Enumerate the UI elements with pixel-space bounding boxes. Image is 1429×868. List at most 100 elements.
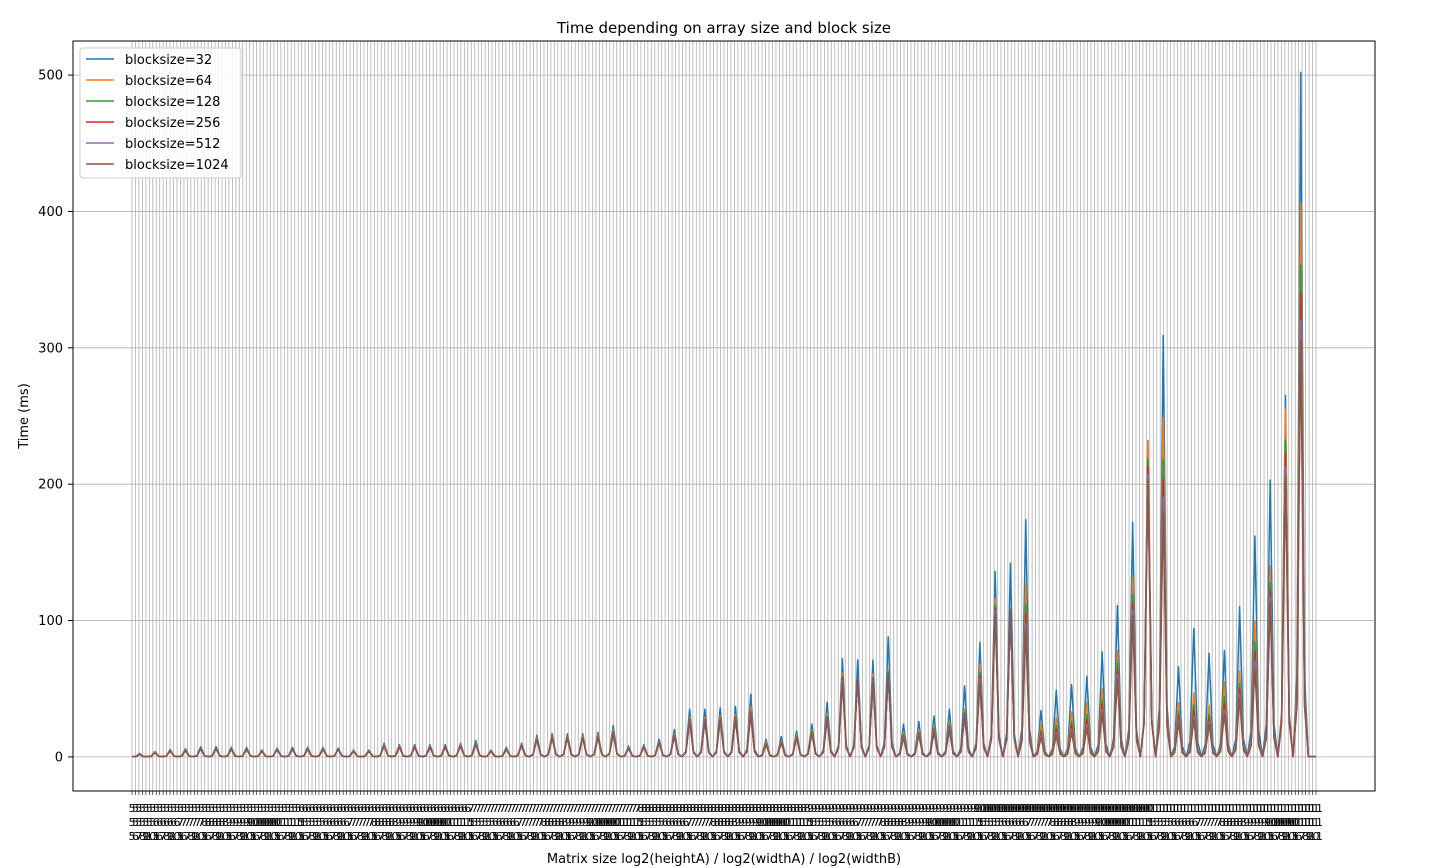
x-tick-label: 5 <box>215 802 222 815</box>
x-tick-label: 10 <box>1306 830 1320 843</box>
x-tick-label: 11 <box>630 816 644 829</box>
x-tick-label: 10 <box>1108 816 1122 829</box>
y-tick-label: 200 <box>38 478 63 493</box>
x-tick-label: 7 <box>516 816 523 829</box>
x-tick-label: 5 <box>132 816 139 829</box>
x-tick-label: 5 <box>281 802 288 815</box>
x-tick-label: 6 <box>883 830 890 843</box>
x-tick-label: 11 <box>1288 816 1302 829</box>
x-tick-label: 11 <box>315 830 329 843</box>
x-tick-label: 5 <box>1074 830 1081 843</box>
x-tick-label: 6 <box>450 802 457 815</box>
x-tick-label: 9 <box>603 830 610 843</box>
x-tick-label: 7 <box>620 802 627 815</box>
x-tick-label: 8 <box>793 830 800 843</box>
x-tick-label: 6 <box>423 802 430 815</box>
x-tick-label: 9 <box>1077 816 1084 829</box>
x-tick-label: 5 <box>253 802 260 815</box>
x-tick-label: 6 <box>229 830 236 843</box>
x-tick-label: 11 <box>655 830 669 843</box>
x-tick-label: 7 <box>1216 816 1223 829</box>
x-tick-label: 5 <box>952 830 959 843</box>
x-tick-label: 10 <box>1129 802 1143 815</box>
x-tick-label: 6 <box>340 802 347 815</box>
x-tick-label: 7 <box>547 830 554 843</box>
x-tick-label: 7 <box>232 830 239 843</box>
x-tick-label: 7 <box>534 802 541 815</box>
x-tick-label: 9 <box>1233 830 1240 843</box>
x-tick-label: 10 <box>1087 830 1101 843</box>
x-tick-label: 7 <box>911 830 918 843</box>
x-tick-label: 6 <box>1184 816 1191 829</box>
x-tick-label: 9 <box>755 816 762 829</box>
x-tick-label: 8 <box>793 802 800 815</box>
x-tick-label: 10 <box>1139 802 1153 815</box>
x-tick-label: 7 <box>1032 830 1039 843</box>
x-tick-label: 11 <box>1164 830 1178 843</box>
x-tick-label: 11 <box>783 816 797 829</box>
x-tick-label: 6 <box>302 802 309 815</box>
x-tick-label: 11 <box>281 816 295 829</box>
x-tick-label: 10 <box>1122 802 1136 815</box>
x-tick-label: 8 <box>890 816 897 829</box>
x-tick-label: 8 <box>1229 830 1236 843</box>
x-tick-label: 7 <box>1039 816 1046 829</box>
x-tick-label: 7 <box>873 816 880 829</box>
x-tick-label: 6 <box>433 802 440 815</box>
x-tick-label: 10 <box>1039 830 1053 843</box>
x-tick-label: 10 <box>939 816 953 829</box>
x-tick-label: 5 <box>260 802 267 815</box>
x-tick-label: 6 <box>835 816 842 829</box>
x-tick-label: 8 <box>454 830 461 843</box>
x-tick-label: 8 <box>672 802 679 815</box>
x-tick-label: 9 <box>907 816 914 829</box>
x-tick-label: 11 <box>454 816 468 829</box>
x-tick-label: 6 <box>1198 830 1205 843</box>
x-tick-label: 9 <box>1084 816 1091 829</box>
x-tick-label: 9 <box>554 830 561 843</box>
x-tick-label: 8 <box>804 802 811 815</box>
x-tick-label: 9 <box>1264 816 1271 829</box>
x-tick-label: 5 <box>305 816 312 829</box>
x-tick-label: 6 <box>495 816 502 829</box>
x-tick-label: 6 <box>371 802 378 815</box>
x-tick-label: 8 <box>665 802 672 815</box>
x-tick-label: 6 <box>454 802 461 815</box>
x-tick-label: 11 <box>1139 830 1153 843</box>
x-tick-label: 8 <box>679 802 686 815</box>
x-tick-label: 5 <box>184 802 191 815</box>
x-tick-label: 11 <box>267 830 281 843</box>
x-tick-label: 7 <box>572 802 579 815</box>
x-tick-label: 8 <box>717 802 724 815</box>
x-tick-label: 9 <box>1160 830 1167 843</box>
x-tick-label: 11 <box>291 830 305 843</box>
x-tick-label: 5 <box>198 802 205 815</box>
x-tick-label: 5 <box>489 816 496 829</box>
x-tick-label: 9 <box>239 816 246 829</box>
x-tick-label: 11 <box>1219 802 1233 815</box>
x-tick-label: 8 <box>842 830 849 843</box>
x-tick-label: 5 <box>156 802 163 815</box>
x-tick-label: 7 <box>554 802 561 815</box>
x-tick-label: 5 <box>239 802 246 815</box>
x-tick-label: 9 <box>1306 830 1313 843</box>
x-tick-label: 10 <box>239 830 253 843</box>
x-tick-label: 5 <box>1146 830 1153 843</box>
x-tick-label: 6 <box>305 802 312 815</box>
x-tick-label: 9 <box>942 802 949 815</box>
x-tick-label: 7 <box>814 830 821 843</box>
x-tick-label: 11 <box>620 816 634 829</box>
x-tick-label: 10 <box>651 830 665 843</box>
x-tick-label: 7 <box>499 802 506 815</box>
x-tick-label: 11 <box>1184 802 1198 815</box>
x-tick-label: 6 <box>907 830 914 843</box>
x-tick-label: 5 <box>284 802 291 815</box>
x-tick-label: 8 <box>1278 830 1285 843</box>
x-tick-label: 7 <box>509 802 516 815</box>
x-tick-label: 11 <box>627 816 641 829</box>
x-tick-label: 7 <box>547 802 554 815</box>
x-tick-label: 11 <box>949 816 963 829</box>
x-tick-label: 7 <box>520 816 527 829</box>
x-tick-label: 9 <box>814 802 821 815</box>
x-tick-label: 9 <box>405 816 412 829</box>
